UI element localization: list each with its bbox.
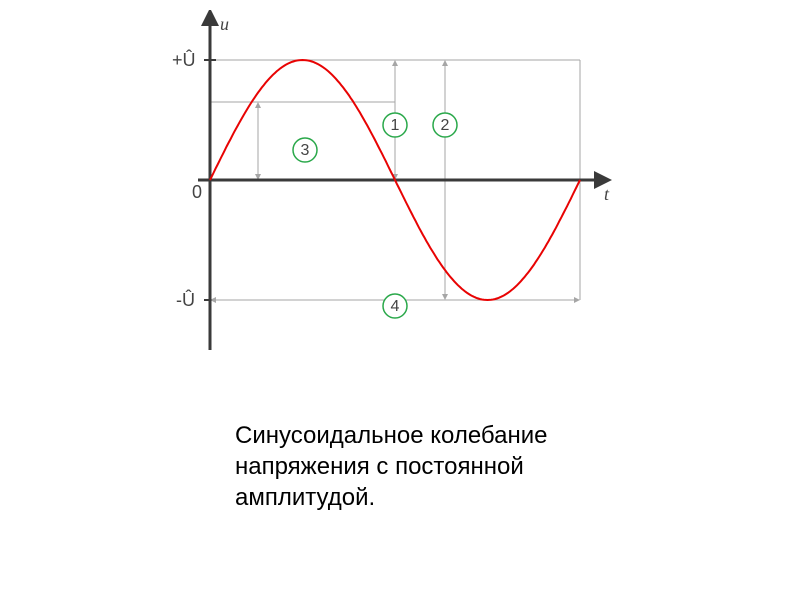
svg-text:2: 2 [441, 117, 450, 134]
svg-text:1: 1 [391, 117, 400, 134]
svg-text:-Û: -Û [176, 289, 195, 310]
caption-text: Синусоидальное колебание напряжения с по… [235, 420, 635, 514]
slide: ut0+Û-Û1234 Синусоидальное колебание нап… [0, 0, 800, 600]
sine-svg: ut0+Û-Û1234 [170, 10, 630, 370]
svg-text:+Û: +Û [172, 49, 196, 70]
svg-text:u: u [220, 14, 229, 34]
sine-chart: ut0+Û-Û1234 [170, 10, 630, 375]
svg-text:3: 3 [301, 142, 310, 159]
svg-text:4: 4 [391, 298, 400, 315]
svg-text:0: 0 [192, 182, 202, 202]
